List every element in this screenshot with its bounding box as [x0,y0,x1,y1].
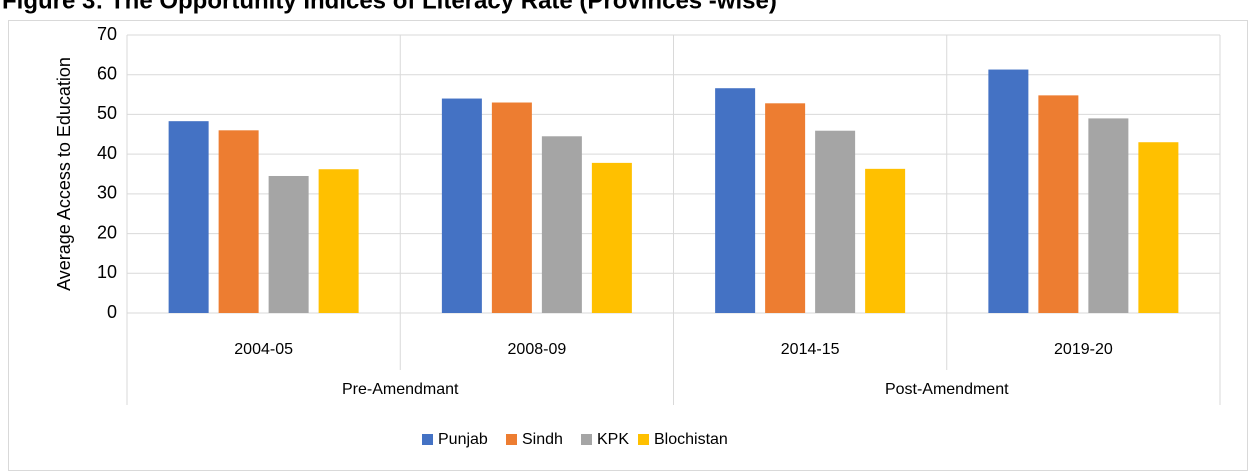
y-tick-label: 70 [97,24,117,44]
chart-frame [8,20,1248,471]
bar [988,69,1029,314]
legend-swatch [638,434,649,445]
group-label: Pre-Amendmant [342,381,459,398]
legend-swatch [422,434,433,445]
x-tick-label: 2014-15 [781,341,840,358]
bar [765,103,806,314]
bar [541,136,582,313]
bar [715,88,756,314]
bar [491,102,532,313]
legend-label: Blochistan [654,431,728,448]
legend-label: KPK [597,431,629,448]
legend-swatch [581,434,592,445]
legend-label: Sindh [522,431,563,448]
bar [865,168,906,313]
bar [1138,142,1179,313]
bar [1038,95,1079,313]
y-tick-label: 50 [97,103,117,123]
bar [1088,118,1129,314]
bar [441,98,482,314]
bar [168,121,209,314]
bar [268,175,309,313]
y-tick-label: 10 [97,262,117,282]
legend-swatch [506,434,517,445]
bar [815,130,856,313]
legend-label: Punjab [438,431,488,448]
bar [318,169,359,313]
y-tick-label: 60 [97,63,117,83]
chart-title: Figure 3: The Opportunity Indices of Lit… [2,0,777,14]
x-tick-label: 2019-20 [1054,341,1113,358]
bar [218,130,259,313]
x-tick-label: 2008-09 [508,341,567,358]
bar [591,162,632,313]
y-tick-label: 40 [97,143,117,163]
y-tick-label: 30 [97,183,117,203]
y-tick-label: 20 [97,222,117,242]
y-tick-label: 0 [107,302,117,322]
group-label: Post-Amendment [885,381,1009,398]
y-axis-label: Average Access to Education [54,57,74,291]
x-tick-label: 2004-05 [234,341,293,358]
